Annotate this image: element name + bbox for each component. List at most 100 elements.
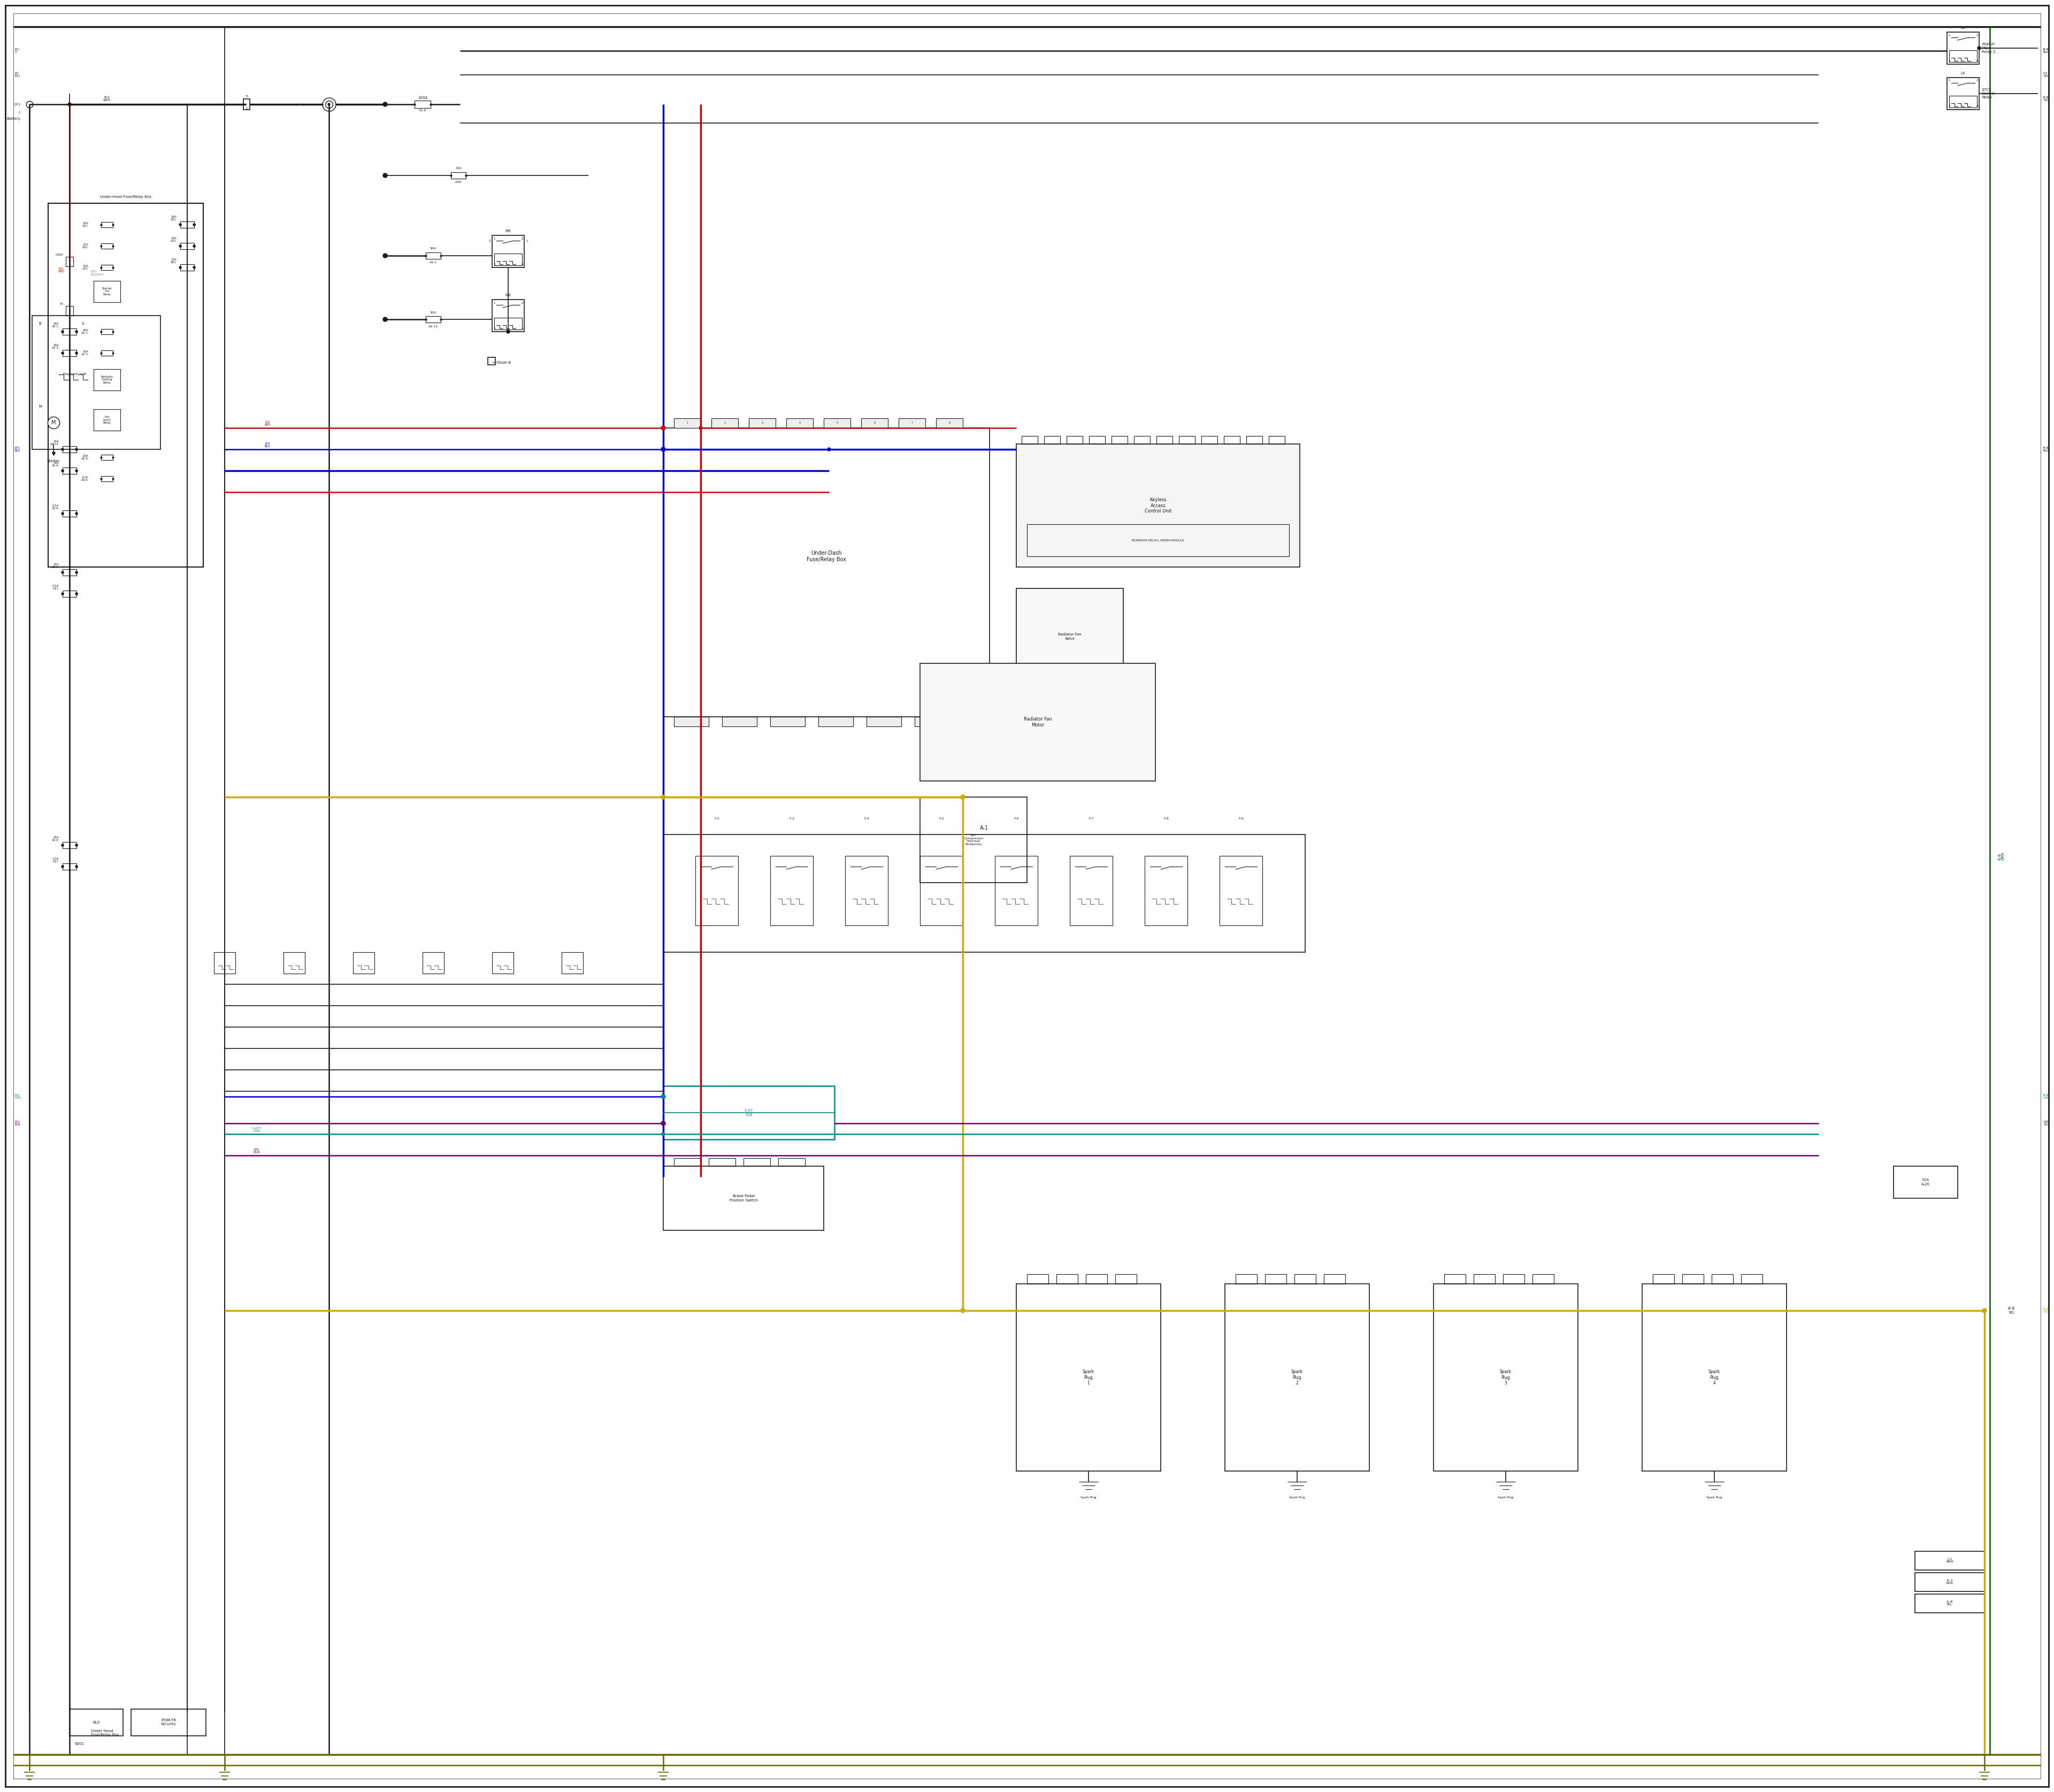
Text: GRN
YEL: GRN YEL (2044, 1120, 2050, 1125)
Circle shape (76, 844, 78, 846)
Bar (493, 952, 514, 973)
Circle shape (507, 330, 509, 333)
Text: A16: A16 (456, 181, 462, 183)
Circle shape (828, 448, 830, 452)
Text: A/C
Compressor
Thermal
Protection: A/C Compressor Thermal Protection (963, 833, 984, 846)
Text: F-E
YEL: F-E YEL (2044, 72, 2048, 77)
Bar (723, 717, 756, 726)
Circle shape (661, 448, 665, 452)
Bar (1237, 1274, 1257, 1283)
Circle shape (62, 470, 64, 471)
Bar (1179, 435, 1195, 444)
Circle shape (661, 448, 665, 452)
Bar (1711, 1274, 1734, 1283)
Text: 10A
A23: 10A A23 (170, 258, 177, 263)
Bar (663, 835, 1304, 952)
Bar (1949, 50, 1976, 63)
Circle shape (76, 351, 78, 355)
Text: 30A
A2-6: 30A A2-6 (51, 835, 60, 842)
Text: [EJ]
RED: [EJ] RED (265, 421, 271, 426)
Text: Magnetic S/W: Magnetic S/W (64, 373, 86, 376)
Bar (181, 263, 195, 271)
Bar (709, 1158, 735, 1167)
Text: 20A
A2-9: 20A A2-9 (51, 461, 60, 468)
Circle shape (698, 426, 702, 430)
Circle shape (62, 572, 64, 573)
Bar (1066, 435, 1082, 444)
Text: Fan
Ctrl/O
Relay: Fan Ctrl/O Relay (103, 416, 111, 425)
Bar (181, 222, 195, 228)
Text: IE-B
YEL: IE-B YEL (2007, 1306, 2015, 1314)
Bar (1017, 444, 1300, 566)
Bar (900, 418, 926, 428)
Text: S001: S001 (74, 1742, 84, 1745)
Bar (62, 570, 76, 575)
Circle shape (661, 1095, 665, 1098)
Bar (1325, 1274, 1345, 1283)
Bar (495, 317, 522, 330)
Bar (94, 281, 121, 303)
Text: IL-3
GRN: IL-3 GRN (1945, 1579, 1953, 1584)
Text: F-5: F-5 (939, 817, 945, 819)
Bar (62, 349, 76, 357)
Bar (1473, 1274, 1495, 1283)
Circle shape (661, 796, 665, 799)
Bar (101, 330, 113, 335)
Circle shape (76, 330, 78, 333)
Text: IE-B
GRN: IE-B GRN (1999, 851, 2005, 860)
Bar (353, 952, 374, 973)
Circle shape (62, 351, 64, 355)
Bar (1017, 588, 1124, 685)
Bar (861, 418, 887, 428)
Text: A2-11: A2-11 (429, 324, 438, 328)
Circle shape (661, 426, 665, 430)
Bar (561, 952, 583, 973)
Text: Under-Hood Fuse/Relay Box: Under-Hood Fuse/Relay Box (101, 195, 152, 199)
Text: L-1
BRN: L-1 BRN (1945, 1557, 1953, 1563)
Bar (425, 253, 442, 258)
Text: 15A
A22: 15A A22 (82, 244, 88, 249)
Text: A-1: A-1 (980, 826, 988, 831)
Circle shape (62, 866, 64, 867)
Circle shape (661, 426, 665, 430)
Circle shape (661, 796, 665, 799)
Bar (101, 265, 113, 271)
Bar (62, 591, 76, 597)
Text: T1: T1 (244, 95, 249, 97)
Text: IL-B
YEL: IL-B YEL (1947, 1600, 1953, 1606)
Text: [EI]
PUR: [EI] PUR (14, 1120, 21, 1125)
Circle shape (382, 174, 388, 177)
Bar (62, 511, 76, 516)
Text: ETCS
Control
Relay: ETCS Control Relay (1982, 88, 1994, 99)
Bar (101, 244, 113, 249)
Text: Spark Plug: Spark Plug (1290, 1496, 1304, 1500)
Text: [EJ]
RED: [EJ] RED (60, 267, 66, 272)
Bar (1949, 95, 1976, 108)
Bar (1444, 1274, 1467, 1283)
Text: [IE]
PUR: [IE] PUR (253, 1149, 261, 1154)
Bar (94, 369, 121, 391)
Circle shape (62, 448, 64, 450)
Circle shape (1978, 47, 1980, 50)
Circle shape (384, 174, 386, 177)
Bar (663, 1086, 834, 1140)
Text: M: M (51, 419, 55, 425)
Bar (1144, 857, 1187, 925)
Circle shape (661, 1122, 665, 1125)
Bar (493, 235, 524, 267)
Bar (1027, 1274, 1048, 1283)
Text: F-7: F-7 (1089, 817, 1095, 819)
Text: 2.5A
A11: 2.5A A11 (51, 584, 60, 590)
Bar (489, 357, 495, 366)
Bar (770, 857, 813, 925)
Text: M8: M8 (505, 294, 511, 297)
Text: F-9: F-9 (1239, 817, 1243, 819)
Bar (425, 315, 442, 323)
Circle shape (68, 102, 72, 106)
Bar (66, 306, 74, 315)
Circle shape (76, 448, 78, 450)
Bar (1247, 435, 1263, 444)
Bar (778, 1158, 805, 1167)
Bar (1682, 1274, 1703, 1283)
Text: F-6: F-6 (1015, 817, 1019, 819)
